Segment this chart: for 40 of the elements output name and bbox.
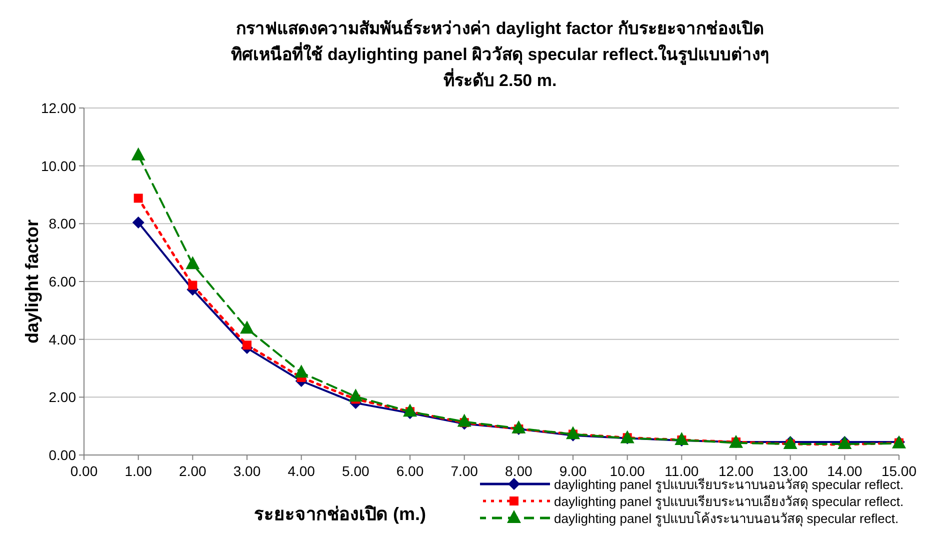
x-tick-label: 5.00 (342, 463, 370, 479)
point (348, 388, 363, 402)
y-tick-label: 8.00 (48, 216, 76, 232)
x-tick-label: 12.00 (718, 463, 754, 479)
x-axis-title: ระยะจากช่องเปิด (m.) (254, 504, 426, 524)
point (240, 320, 254, 334)
point (242, 340, 252, 350)
y-tick-label: 0.00 (48, 447, 76, 463)
y-tick-label: 6.00 (48, 274, 76, 290)
x-tick-label: 4.00 (288, 463, 316, 479)
x-tick-label: 14.00 (827, 463, 862, 479)
legend-label: daylighting panel รูปแบบเรียบระนาบเอียงวัสดุ specular reflect. (554, 494, 904, 510)
x-tick-label: 13.00 (772, 463, 808, 479)
point (186, 256, 200, 270)
legend-label: daylighting panel รูปแบบโค้งระนาบนอนวัสดุ specular reflect. (554, 511, 899, 527)
y-axis-title: daylight factor (22, 219, 42, 344)
x-tick-label: 9.00 (559, 463, 587, 479)
x-tick-label: 7.00 (450, 463, 478, 479)
x-tick-label: 0.00 (70, 463, 98, 479)
point (403, 404, 417, 417)
x-tick-label: 15.00 (881, 463, 917, 479)
x-tick-label: 3.00 (233, 463, 261, 479)
x-tick-label: 11.00 (664, 463, 699, 479)
point (457, 414, 472, 427)
y-tick-label: 10.00 (40, 158, 76, 174)
point (294, 364, 308, 378)
point (674, 432, 689, 445)
x-tick-label: 8.00 (505, 463, 533, 479)
x-tick-label: 1.00 (124, 463, 152, 479)
x-tick-label: 10.00 (610, 463, 646, 479)
y-tick-label: 2.00 (48, 389, 76, 406)
x-tick-label: 6.00 (396, 463, 424, 479)
y-tick-label: 12.00 (40, 100, 76, 116)
point (132, 216, 144, 229)
point (134, 194, 143, 203)
point (188, 280, 198, 290)
x-tick-label: 2.00 (179, 463, 207, 479)
point (512, 420, 526, 434)
y-tick-label: 4.00 (48, 331, 76, 348)
chart-title: กราฟแสดงความสัมพันธ์ระหว่างค่า daylight factor กับระยะจากช่องเปิด ทิศเหนือที่ใช้ daylighting panel ผิววัสดุ specular reflect.ในรูปแบบต่างๆ ที่ระดับ 2.50 m. (230, 18, 770, 90)
